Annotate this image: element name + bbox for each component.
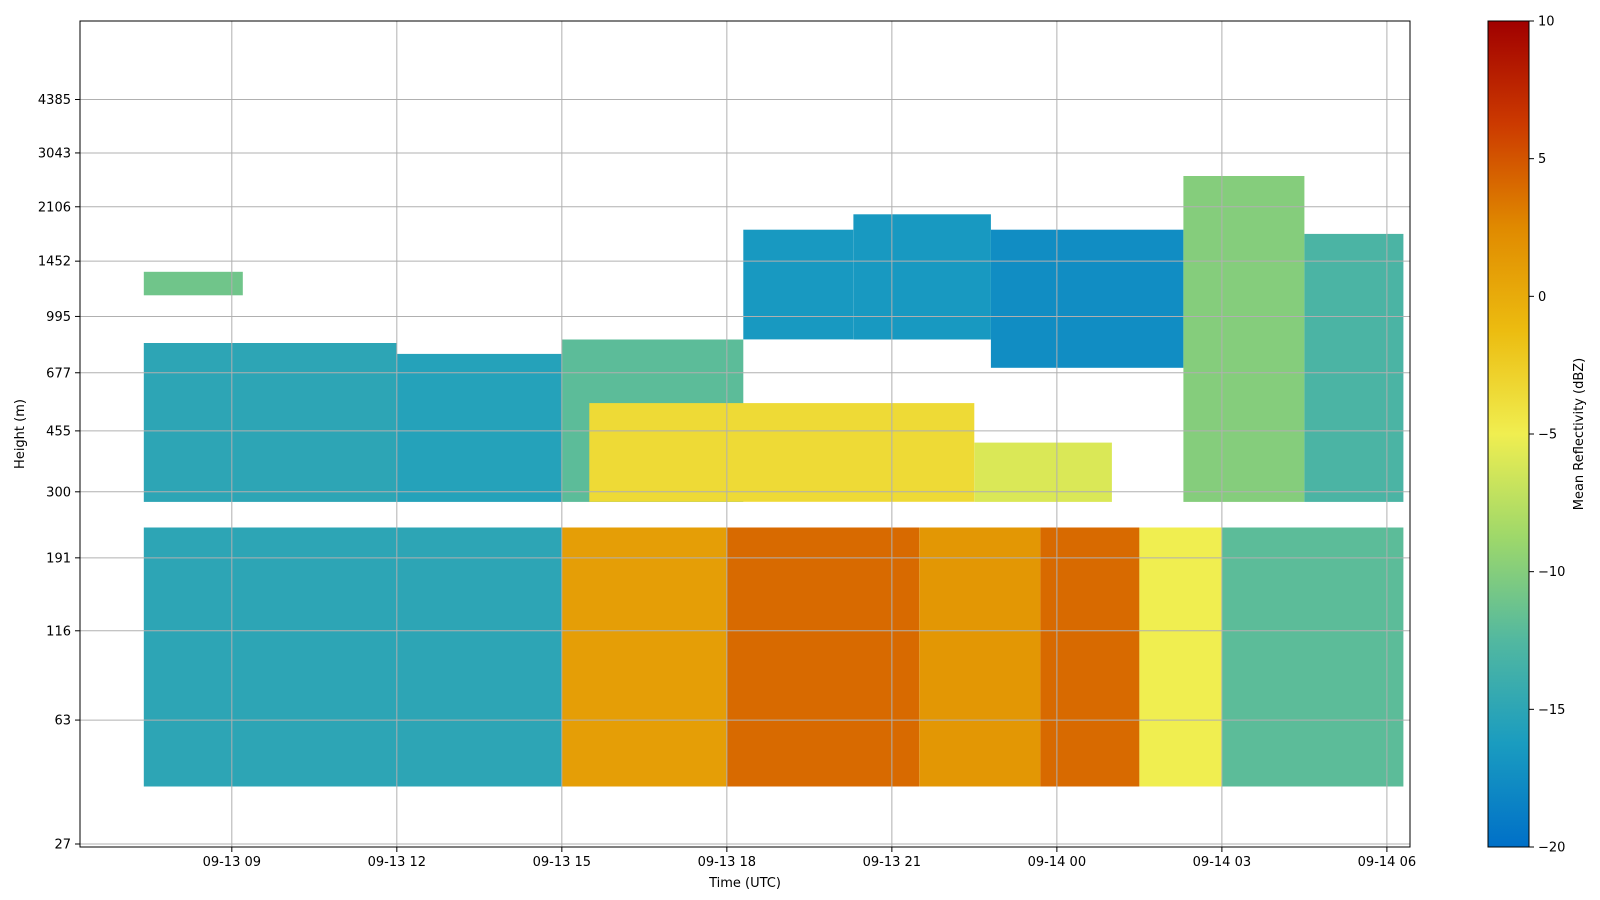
x-tick-label: 09-14 00 [1028, 855, 1086, 870]
heatmap-region-12 [561, 527, 727, 787]
x-tick-label: 09-13 18 [698, 855, 756, 870]
x-tick-label: 09-13 21 [863, 855, 921, 870]
heatmap-cells [143, 176, 1404, 787]
colorbar-tick-label: −10 [1538, 565, 1565, 580]
heatmap-region-6 [990, 229, 1184, 368]
heatmap-region-4 [743, 229, 854, 340]
plot-frame [79, 20, 1411, 848]
y-tick-label: 995 [46, 310, 71, 325]
heatmap-region-1 [143, 343, 397, 502]
y-tick-label: 2106 [38, 200, 71, 215]
x-tick-label: 09-13 12 [368, 855, 426, 870]
heatmap-region-17 [1221, 527, 1404, 787]
colorbar-tick-label: 10 [1538, 15, 1555, 30]
colorbar-axis: −20 −15 −10 −5 0 5 10 [1529, 15, 1565, 856]
y-tick-label: 116 [46, 624, 71, 639]
heatmap-region-5 [853, 214, 991, 340]
y-axis-title: Height (m) [13, 399, 28, 469]
heatmap-region-7 [1183, 176, 1305, 502]
heatmap-region-16 [1139, 527, 1222, 787]
heatmap-region-2 [396, 353, 562, 502]
x-tick-label: 09-13 15 [533, 855, 591, 870]
heatmap-region-13 [726, 527, 920, 787]
heatmap-region-9 [589, 403, 975, 502]
heatmap-region-8 [1304, 233, 1404, 502]
x-tick-label: 09-14 06 [1358, 855, 1416, 870]
heatmap-region-0 [143, 271, 243, 296]
colorbar-tick-label: −5 [1538, 428, 1557, 443]
colorbar-tick-label: 0 [1538, 290, 1546, 305]
y-tick-label: 3043 [38, 146, 71, 161]
colorbar [1487, 20, 1530, 848]
heatmap-region-11 [143, 527, 562, 787]
x-tick-label: 09-13 09 [203, 855, 261, 870]
heatmap-region-10 [974, 442, 1112, 502]
colorbar-title: Mean Reflectivity (dBZ) [1572, 358, 1587, 511]
y-tick-label: 63 [54, 714, 71, 729]
y-tick-label: 300 [46, 485, 71, 500]
y-tick-label: 4385 [38, 93, 71, 108]
grid-lines [80, 21, 1410, 847]
y-tick-label: 677 [46, 366, 71, 381]
y-tick-label: 455 [46, 424, 71, 439]
y-tick-label: 1452 [38, 255, 71, 270]
colorbar-tick-label: 5 [1538, 152, 1546, 167]
y-tick-label: 27 [54, 838, 71, 853]
heatmap-region-15 [1040, 527, 1140, 787]
x-axis-title: Time (UTC) [708, 876, 781, 891]
colorbar-tick-label: −20 [1538, 841, 1565, 856]
x-axis: 09-13 09 09-13 12 09-13 15 09-13 18 09-13 21… [203, 847, 1416, 870]
heatmap-region-14 [919, 527, 1041, 787]
colorbar-tick-label: −15 [1538, 703, 1565, 718]
y-axis: 27 63 116 191 300 455 677 995 1452 2106 3043 4385 [38, 93, 80, 853]
x-tick-label: 09-14 03 [1193, 855, 1251, 870]
y-tick-label: 191 [46, 551, 71, 566]
